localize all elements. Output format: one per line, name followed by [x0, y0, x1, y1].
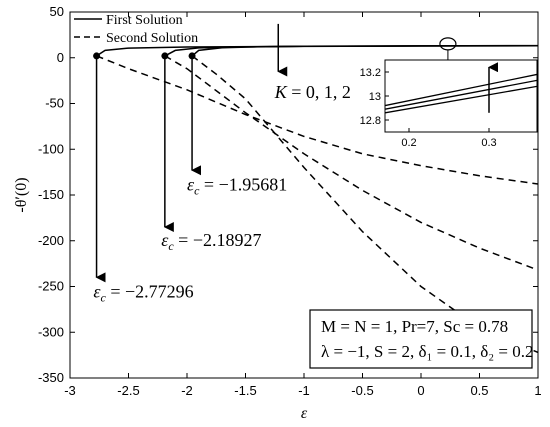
zoom-ellipse	[439, 37, 457, 51]
x-tick-label: -3	[64, 383, 76, 398]
inset-x-tick-label: 0.2	[401, 137, 416, 149]
y-tick-label: -300	[38, 324, 64, 339]
inset-ticks: 0.2 0.3 13.2 13 12.8	[360, 67, 497, 149]
x-tick-label: -2.5	[117, 383, 139, 398]
critical-label: εc = −2.18927	[161, 230, 261, 253]
y-tick-label: -250	[38, 279, 64, 294]
inset-y-tick-label: 12.8	[360, 115, 381, 127]
parameter-line-1: M = N = 1, Pr=7, Sc = 0.78	[321, 317, 508, 336]
critical-label: εc = −1.95681	[187, 174, 287, 197]
inset-lines	[385, 62, 537, 114]
inset-frame	[384, 59, 538, 133]
inset-zoom: 0.2 0.3 13.2 13 12.8	[360, 59, 538, 149]
x-tick-label: -0.5	[351, 383, 373, 398]
y-tick-label: 50	[50, 4, 64, 19]
x-tick-label: 1	[534, 383, 541, 398]
inset-line-2	[385, 73, 537, 107]
y-tick-label: -200	[38, 233, 64, 248]
second-solution-line-k0	[96, 55, 538, 185]
x-axis-label: ε	[301, 405, 308, 422]
y-axis-label: -θ′(0)	[13, 177, 30, 212]
inset-line-0	[385, 85, 537, 114]
inset-line-1	[385, 79, 537, 110]
legend-label-second: Second Solution	[106, 31, 198, 46]
parameter-box-frame	[309, 309, 533, 369]
y-tick-label: -350	[38, 370, 64, 385]
y-tick-label: -150	[38, 187, 64, 202]
plot-frame	[69, 11, 539, 379]
parameter-line-2: λ = −1, S = 2, δ₁ = 0.1, δ₂ = 0.2	[321, 342, 534, 361]
critical-points	[93, 52, 196, 60]
critical-label: εc = −2.77296	[93, 281, 193, 304]
x-tick-label: -1.5	[234, 383, 256, 398]
k-label: K = 0, 1, 2	[274, 82, 351, 102]
y-tick-label: -100	[38, 141, 64, 156]
legend-label-first: First Solution	[106, 13, 183, 28]
second-solution-line-k1	[164, 55, 538, 271]
x-tick-label: -1	[298, 383, 310, 398]
series-layer	[96, 44, 538, 354]
first-solution-line-k2	[191, 44, 538, 57]
axis-ticks: -3 -2.5 -2 -1.5 -1 -0.5 0 0.5 1 50 0 -50 -100 -150 -20…	[38, 4, 542, 398]
y-tick-label: -50	[45, 96, 64, 111]
legend: First Solution Second Solution	[74, 13, 198, 46]
x-tick-label: 0.5	[470, 383, 488, 398]
annotations: εc = −2.77296 εc = −2.18927 εc = −1.95681 K…	[93, 23, 457, 304]
inset-x-tick-label: 0.3	[481, 137, 496, 149]
inset-y-tick-label: 13.2	[360, 67, 381, 79]
y-tick-label: 0	[57, 50, 64, 65]
x-tick-label: 0	[417, 383, 424, 398]
parameter-box: M = N = 1, Pr=7, Sc = 0.78 λ = −1, S = 2…	[309, 309, 534, 369]
x-tick-label: -2	[181, 383, 193, 398]
inset-y-tick-label: 13	[369, 91, 381, 103]
